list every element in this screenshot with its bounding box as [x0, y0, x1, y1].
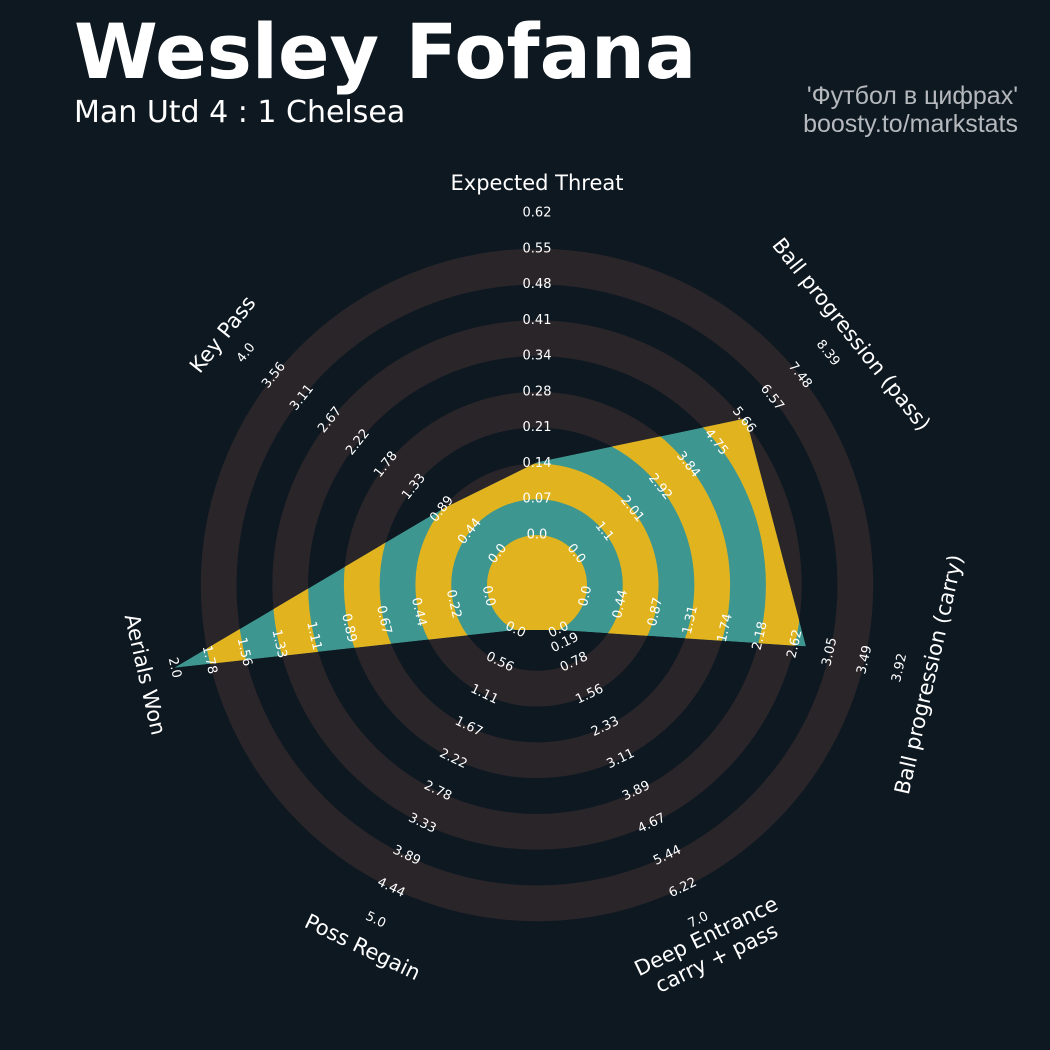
axis-tick-label: 3.49 — [854, 644, 875, 676]
axis-tick-label: 1.33 — [268, 628, 289, 660]
credit-line-1: 'Футбол в цифрах' — [806, 82, 1018, 110]
axis-label: Expected Threat — [451, 171, 624, 195]
axis-tick-label: 0.67 — [373, 604, 394, 636]
axis-tick-label: 3.92 — [889, 652, 910, 684]
player-name-title: Wesley Fofana — [74, 7, 697, 96]
axis-tick-label: 4.0 — [234, 340, 259, 366]
axis-tick-label: 0.07 — [523, 492, 552, 507]
axis-tick-label: 0.62 — [523, 206, 552, 221]
axis-tick-label: 0.87 — [645, 596, 666, 628]
radar-fill-band — [343, 418, 731, 668]
axis-tick-label: 1.11 — [303, 620, 324, 652]
axis-tick-label: 1.78 — [199, 644, 220, 676]
radar-fill-band — [487, 535, 587, 635]
axis-tick-label: 0.41 — [523, 313, 552, 328]
axis-tick-label: 0.55 — [523, 241, 552, 256]
axis-tick-label: 0.21 — [523, 420, 552, 435]
axis-tick-label: 2.0 — [165, 656, 184, 680]
credit-block: 'Футбол в цифрах' boosty.to/markstats — [803, 82, 1018, 138]
axis-tick-label: 1.31 — [680, 604, 701, 636]
axis-tick-label: 0.22 — [443, 588, 464, 620]
credit-line-2: boosty.to/markstats — [803, 110, 1018, 138]
axis-tick-label: 0.34 — [523, 349, 552, 364]
axis-tick-label: 5.0 — [363, 909, 388, 931]
radar-ring — [200, 248, 874, 922]
axis-tick-label: 0.0 — [576, 584, 595, 608]
axis-tick-label: 0.28 — [523, 384, 552, 399]
axis-tick-label: 0.0 — [527, 528, 548, 543]
axis-tick-label: 2.18 — [750, 620, 771, 652]
radar-fill-band — [415, 463, 659, 668]
axis-label: Key Pass — [185, 291, 261, 377]
axis-tick-label: 2.62 — [784, 628, 805, 660]
axis-tick-label: 1.74 — [715, 612, 736, 644]
axis-label: Deep Entrancecarry + pass — [631, 892, 792, 1003]
axis-tick-label: 0.14 — [523, 456, 552, 471]
axis-label: Aerials Won — [120, 612, 171, 738]
axis-tick-label: 0.0 — [479, 584, 498, 608]
axis-tick-label: 3.05 — [819, 636, 840, 668]
axis-tick-label: 1.56 — [234, 636, 255, 668]
axis-tick-label: 0.48 — [523, 277, 552, 292]
axis-tick-label: 0.89 — [338, 612, 359, 644]
axis-label: Poss Regain — [301, 909, 424, 985]
axis-tick-label: 0.44 — [408, 596, 429, 628]
axis-tick-label: 8.39 — [813, 337, 843, 369]
match-score-subtitle: Man Utd 4 : 1 Chelsea — [74, 95, 406, 130]
axis-tick-label: 0.44 — [610, 588, 631, 620]
